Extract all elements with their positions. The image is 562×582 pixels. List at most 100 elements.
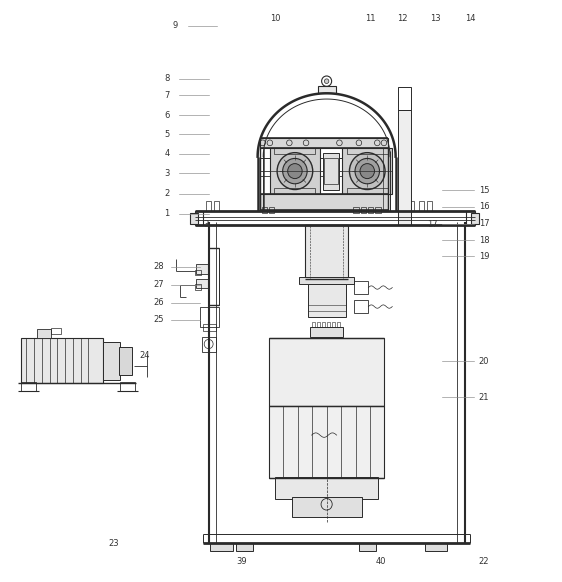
Text: 2: 2: [164, 189, 170, 198]
Text: 20: 20: [479, 357, 490, 366]
Bar: [237, 544, 253, 551]
Bar: [472, 213, 479, 223]
Bar: [337, 322, 340, 327]
Bar: [316, 322, 320, 327]
Bar: [424, 544, 447, 551]
Circle shape: [324, 79, 329, 83]
Bar: [203, 324, 216, 331]
Text: 8: 8: [164, 74, 170, 83]
Bar: [120, 382, 135, 391]
Bar: [321, 322, 325, 327]
Bar: [327, 322, 330, 327]
Bar: [260, 171, 388, 176]
Bar: [308, 283, 346, 317]
Bar: [299, 277, 355, 284]
Text: 16: 16: [479, 203, 490, 211]
Bar: [197, 264, 209, 274]
Bar: [359, 544, 375, 551]
Bar: [398, 87, 411, 110]
Bar: [214, 201, 219, 211]
Bar: [191, 213, 198, 223]
Bar: [306, 225, 348, 279]
Bar: [260, 138, 388, 148]
Bar: [210, 544, 233, 551]
Text: 7: 7: [164, 91, 170, 100]
Bar: [342, 148, 392, 194]
Bar: [269, 406, 384, 478]
Bar: [275, 477, 378, 499]
Bar: [209, 248, 219, 306]
Text: 39: 39: [237, 558, 247, 566]
Bar: [355, 300, 368, 313]
Bar: [274, 189, 315, 194]
Bar: [197, 279, 209, 288]
Text: 17: 17: [427, 219, 438, 229]
Bar: [103, 342, 120, 380]
Bar: [355, 281, 368, 294]
Circle shape: [350, 152, 385, 190]
Bar: [466, 211, 475, 225]
Text: 17: 17: [479, 219, 490, 228]
Text: 14: 14: [465, 15, 475, 23]
Text: 28: 28: [153, 262, 164, 271]
Bar: [206, 201, 211, 211]
Bar: [318, 86, 336, 93]
Bar: [332, 322, 335, 327]
Circle shape: [288, 164, 302, 179]
Bar: [292, 497, 362, 517]
Text: 18: 18: [479, 236, 490, 245]
Bar: [269, 338, 384, 406]
Text: 5: 5: [164, 130, 170, 139]
Bar: [270, 148, 320, 194]
Circle shape: [360, 164, 374, 179]
Bar: [202, 337, 216, 352]
Text: 3: 3: [203, 219, 209, 229]
Bar: [310, 327, 343, 337]
Bar: [419, 201, 424, 211]
Text: 40: 40: [376, 558, 387, 566]
Bar: [347, 189, 388, 194]
Bar: [21, 338, 103, 383]
Bar: [200, 307, 219, 327]
Text: 10: 10: [270, 15, 280, 23]
Bar: [37, 329, 51, 338]
Text: 26: 26: [153, 298, 164, 307]
Text: 19: 19: [479, 252, 490, 261]
Bar: [195, 269, 201, 275]
Bar: [261, 207, 267, 212]
Bar: [368, 207, 373, 212]
Text: 25: 25: [153, 315, 164, 324]
Bar: [21, 382, 36, 391]
Text: 13: 13: [430, 15, 441, 23]
Text: 9: 9: [173, 22, 178, 30]
Text: 27: 27: [153, 280, 164, 289]
Bar: [311, 322, 315, 327]
Bar: [324, 158, 338, 184]
Text: 24: 24: [139, 351, 150, 360]
Bar: [323, 152, 339, 190]
Text: 6: 6: [164, 111, 170, 120]
Bar: [195, 284, 201, 290]
Circle shape: [283, 158, 307, 184]
Text: 15: 15: [479, 186, 490, 194]
Text: 11: 11: [365, 15, 375, 23]
Text: 23: 23: [109, 539, 119, 548]
Bar: [269, 207, 274, 212]
Bar: [195, 211, 203, 225]
Bar: [51, 328, 61, 333]
Circle shape: [277, 152, 312, 190]
Bar: [427, 201, 432, 211]
Bar: [409, 201, 414, 211]
Bar: [375, 207, 380, 212]
Text: 3: 3: [164, 169, 170, 178]
Bar: [361, 207, 366, 212]
Bar: [119, 347, 133, 375]
Circle shape: [355, 158, 379, 184]
Bar: [274, 148, 315, 154]
Text: 12: 12: [397, 15, 407, 23]
Text: 21: 21: [479, 393, 490, 402]
Text: 22: 22: [479, 558, 490, 566]
Bar: [260, 148, 388, 158]
Bar: [347, 148, 388, 154]
Text: 4: 4: [164, 150, 170, 158]
